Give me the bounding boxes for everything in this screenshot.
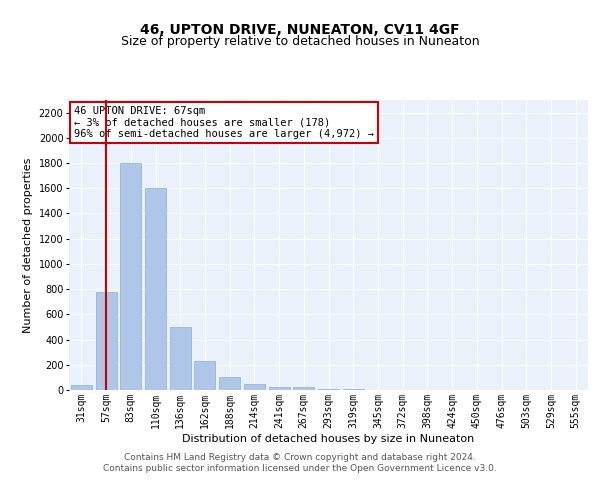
- Bar: [95, 292, 116, 390]
- Bar: [269, 387, 290, 390]
- Text: 46, UPTON DRIVE, NUNEATON, CV11 4GF: 46, UPTON DRIVE, NUNEATON, CV11 4GF: [140, 22, 460, 36]
- Bar: [194, 361, 215, 390]
- Bar: [71, 385, 92, 390]
- Bar: [318, 388, 339, 390]
- Bar: [219, 378, 240, 390]
- X-axis label: Distribution of detached houses by size in Nuneaton: Distribution of detached houses by size …: [182, 434, 475, 444]
- Bar: [244, 384, 265, 390]
- Text: Contains public sector information licensed under the Open Government Licence v3: Contains public sector information licen…: [103, 464, 497, 473]
- Bar: [145, 188, 166, 390]
- Bar: [120, 163, 141, 390]
- Bar: [170, 327, 191, 390]
- Bar: [293, 388, 314, 390]
- Text: Size of property relative to detached houses in Nuneaton: Size of property relative to detached ho…: [121, 35, 479, 48]
- Text: 46 UPTON DRIVE: 67sqm
← 3% of detached houses are smaller (178)
96% of semi-deta: 46 UPTON DRIVE: 67sqm ← 3% of detached h…: [74, 106, 374, 139]
- Y-axis label: Number of detached properties: Number of detached properties: [23, 158, 33, 332]
- Text: Contains HM Land Registry data © Crown copyright and database right 2024.: Contains HM Land Registry data © Crown c…: [124, 453, 476, 462]
